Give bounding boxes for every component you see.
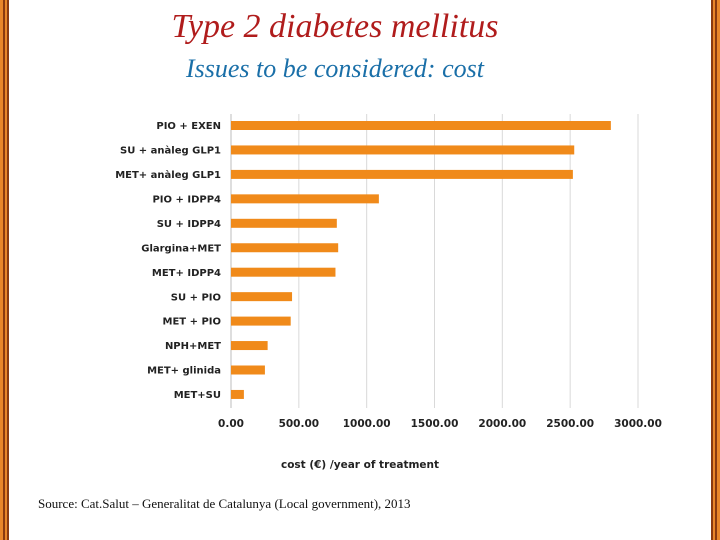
x-tick-label: 500.00: [279, 418, 320, 430]
category-label: MET+SU: [174, 390, 221, 401]
x-tick-label: 1000.00: [343, 418, 391, 430]
category-label: NPH+MET: [165, 341, 221, 352]
bar: [231, 341, 268, 351]
x-axis-title: cost (€) /year of treatment: [281, 459, 439, 471]
bar: [231, 145, 575, 155]
category-label: PIO + EXEN: [156, 121, 221, 132]
category-label: SU + anàleg GLP1: [120, 145, 221, 157]
bar: [231, 389, 244, 399]
category-label: MET+ glinida: [147, 366, 221, 377]
x-tick-label: 2500.00: [546, 418, 594, 430]
x-tick-labels: 0.00 500.00 1000.00 1500.00 2000.00 2500.00 30…: [218, 418, 662, 430]
slide-subtitle: Issues to be considered: cost: [186, 54, 484, 83]
category-label: MET+ anàleg GLP1: [115, 169, 221, 181]
bar: [231, 243, 339, 253]
x-tick-label: 3000.00: [614, 418, 662, 430]
bars: [231, 121, 611, 399]
x-tick-label: 0.00: [218, 418, 244, 430]
category-labels: PIO + EXEN SU + anàleg GLP1 MET+ anàleg GL…: [115, 121, 221, 401]
x-tick-label: 1500.00: [411, 418, 459, 430]
bar: [231, 218, 337, 228]
bar: [231, 169, 573, 179]
bar: [231, 121, 611, 130]
category-label: Glargina+MET: [141, 243, 221, 254]
bar: [231, 267, 336, 277]
grid-lines: [230, 114, 639, 408]
x-tick-label: 2000.00: [478, 418, 526, 430]
category-label: SU + PIO: [171, 292, 221, 303]
category-label: PIO + IDPP4: [152, 194, 221, 205]
bar: [231, 316, 291, 326]
bar: [231, 292, 293, 302]
left-border-stripe: [0, 0, 9, 540]
slide-title: Type 2 diabetes mellitus: [171, 8, 499, 45]
category-label: MET + PIO: [163, 317, 222, 328]
bar: [231, 365, 265, 375]
bar: [231, 194, 379, 204]
source-note: Source: Cat.Salut – Generalitat de Catal…: [38, 496, 411, 511]
category-label: SU + IDPP4: [157, 219, 221, 230]
category-label: MET+ IDPP4: [152, 268, 221, 279]
right-border-stripe: [711, 0, 720, 540]
